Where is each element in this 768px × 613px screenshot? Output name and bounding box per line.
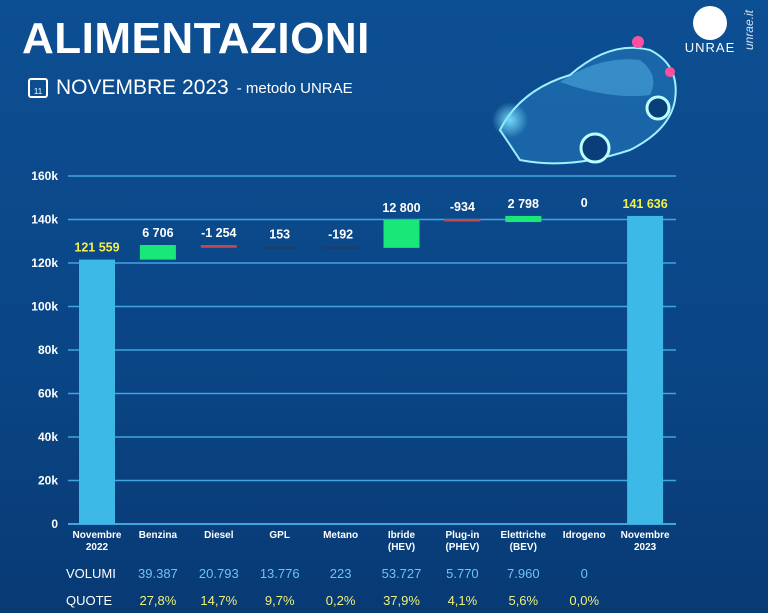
bar bbox=[505, 215, 542, 223]
x-tick-label: (PHEV) bbox=[445, 542, 479, 553]
volumi-label: VOLUMI bbox=[66, 566, 116, 581]
x-tick-label: Plug-in bbox=[445, 530, 479, 541]
volume-value: 5.770 bbox=[446, 566, 479, 581]
y-tick-label: 160k bbox=[31, 169, 58, 183]
x-tick-label: Elettriche bbox=[501, 530, 547, 541]
share-value: 4,1% bbox=[448, 593, 478, 608]
data-label: 6 706 bbox=[142, 226, 173, 240]
data-label: 2 798 bbox=[508, 197, 539, 211]
share-value: 5,6% bbox=[508, 593, 538, 608]
bar bbox=[383, 219, 420, 248]
volume-value: 223 bbox=[330, 566, 352, 581]
volume-value: 39.387 bbox=[138, 566, 178, 581]
y-tick-label: 100k bbox=[31, 300, 58, 314]
bar bbox=[79, 259, 115, 524]
data-label: -192 bbox=[328, 227, 353, 241]
bar bbox=[322, 246, 359, 249]
x-tick-label: Diesel bbox=[204, 530, 234, 541]
y-tick-label: 140k bbox=[31, 213, 58, 227]
volume-value: 13.776 bbox=[260, 566, 300, 581]
x-tick-label: Benzina bbox=[139, 530, 178, 541]
globe-icon bbox=[693, 6, 727, 40]
data-label: 0 bbox=[581, 196, 588, 210]
bar bbox=[139, 245, 176, 260]
x-tick-label: GPL bbox=[269, 530, 290, 541]
x-tick-label: (HEV) bbox=[388, 542, 415, 553]
share-value: 14,7% bbox=[200, 593, 237, 608]
x-tick-label: (BEV) bbox=[510, 542, 537, 553]
share-value: 9,7% bbox=[265, 593, 295, 608]
share-value: 37,9% bbox=[383, 593, 420, 608]
share-value: 27,8% bbox=[139, 593, 176, 608]
unrae-logo: UNRAE bbox=[682, 6, 738, 55]
x-tick-label: 2023 bbox=[634, 542, 657, 553]
volume-value: 20.793 bbox=[199, 566, 239, 581]
method: - metodo UNRAE bbox=[236, 79, 353, 97]
y-tick-label: 0 bbox=[51, 517, 58, 531]
data-label: 153 bbox=[269, 227, 290, 241]
volume-value: 7.960 bbox=[507, 566, 540, 581]
share-value: 0,2% bbox=[326, 593, 356, 608]
volume-value: 0 bbox=[581, 566, 588, 581]
y-tick-label: 120k bbox=[31, 256, 58, 270]
y-tick-label: 40k bbox=[38, 430, 58, 444]
calendar-icon: 11 bbox=[28, 78, 48, 98]
share-value: 0,0% bbox=[569, 593, 599, 608]
x-tick-label: Ibride bbox=[388, 530, 416, 541]
y-tick-label: 80k bbox=[38, 343, 58, 357]
data-label: 12 800 bbox=[382, 201, 420, 215]
data-label: 121 559 bbox=[74, 241, 119, 255]
quote-label: QUOTE bbox=[66, 593, 113, 608]
volume-value: 53.727 bbox=[382, 566, 422, 581]
page-title: ALIMENTAZIONI bbox=[22, 14, 370, 63]
data-label: -1 254 bbox=[201, 226, 236, 240]
x-tick-label: Idrogeno bbox=[563, 530, 606, 541]
bar bbox=[261, 246, 298, 249]
subtitle: 11 NOVEMBRE 2023 - metodo UNRAE bbox=[28, 76, 353, 100]
data-label: 141 636 bbox=[623, 197, 668, 211]
x-tick-label: Metano bbox=[323, 530, 358, 541]
bar bbox=[200, 245, 237, 248]
electric-car-illustration bbox=[492, 36, 677, 165]
y-tick-label: 60k bbox=[38, 387, 58, 401]
x-tick-label: 2022 bbox=[86, 542, 109, 553]
y-tick-label: 20k bbox=[38, 474, 58, 488]
x-tick-label: Novembre bbox=[73, 530, 122, 541]
bar bbox=[444, 218, 481, 222]
x-tick-label: Novembre bbox=[621, 530, 670, 541]
data-label: -934 bbox=[450, 200, 475, 214]
bar bbox=[627, 215, 664, 524]
period: NOVEMBRE 2023 bbox=[56, 76, 229, 99]
